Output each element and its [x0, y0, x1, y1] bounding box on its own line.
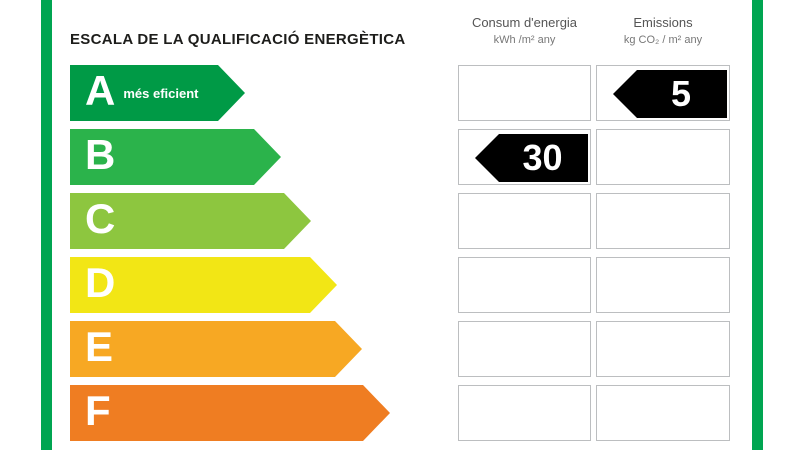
emissions-cell-b — [596, 129, 730, 185]
consum-column-header: Consum d'energia kWh /m² any — [458, 15, 591, 46]
consum-cell-f — [458, 385, 591, 441]
rating-arrow-c: C — [70, 193, 311, 249]
consum-cell-a — [458, 65, 591, 121]
emissions-value-arrow: 5 — [613, 70, 727, 118]
rating-letter-c: C — [85, 195, 116, 242]
left-green-border — [41, 0, 52, 450]
page-title: ESCALA DE LA QUALIFICACIÓ ENERGÈTICA — [70, 31, 406, 48]
consum-header-title: Consum d'energia — [471, 15, 578, 30]
emissions-value: 5 — [670, 73, 692, 114]
rating-row-c: C — [0, 193, 800, 249]
rating-letter-f: F — [85, 387, 111, 434]
rating-row-f: F — [0, 385, 800, 441]
rating-arrow-f: F — [70, 385, 390, 441]
consum-value-arrow: 30 — [475, 134, 588, 182]
consum-header-units: kWh /m² any — [493, 34, 556, 46]
rating-letter-a: A — [85, 67, 116, 114]
rating-row-d: D — [0, 257, 800, 313]
emissions-cell-d — [596, 257, 730, 313]
rating-row-e: E — [0, 321, 800, 377]
consum-cell-b: 30 — [458, 129, 591, 185]
rating-row-a: A més eficient 5 — [0, 65, 800, 121]
consum-cell-d — [458, 257, 591, 313]
emissions-cell-c — [596, 193, 730, 249]
emissions-cell-f — [596, 385, 730, 441]
rating-arrow-b: B — [70, 129, 281, 185]
emissions-cell-a: 5 — [596, 65, 730, 121]
consum-value: 30 — [522, 137, 563, 178]
rating-letter-e: E — [85, 323, 114, 370]
right-green-border — [752, 0, 763, 450]
most-efficient-label: més eficient — [123, 85, 199, 101]
rating-letter-d: D — [85, 259, 116, 306]
rating-letter-b: B — [85, 131, 116, 178]
emissions-header-title: Emissions — [633, 15, 693, 30]
consum-cell-c — [458, 193, 591, 249]
emissions-header-units: kg CO₂ / m² any — [623, 34, 703, 46]
emissions-column-header: Emissions kg CO₂ / m² any — [596, 15, 730, 46]
emissions-cell-e — [596, 321, 730, 377]
rating-arrow-d: D — [70, 257, 337, 313]
rating-arrow-a: A més eficient — [70, 65, 245, 121]
rating-arrow-e: E — [70, 321, 362, 377]
rating-row-b: B 30 — [0, 129, 800, 185]
consum-cell-e — [458, 321, 591, 377]
